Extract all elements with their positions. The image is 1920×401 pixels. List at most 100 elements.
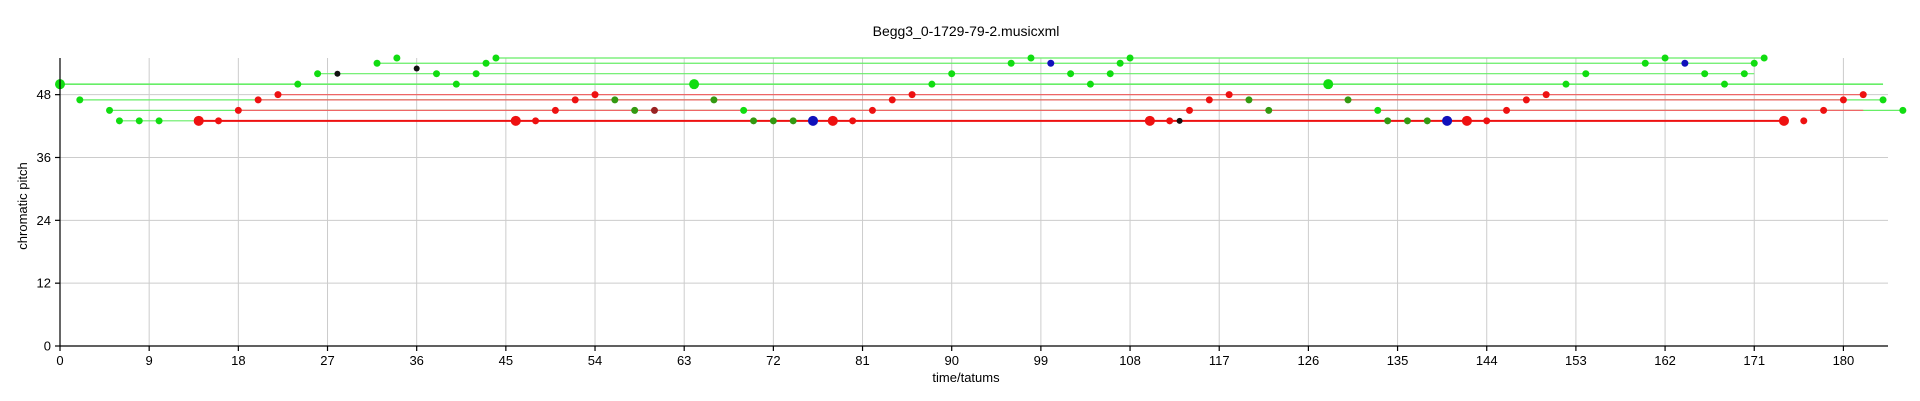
note-point: [1403, 117, 1411, 125]
note-point: [115, 117, 123, 125]
note-point: [1144, 115, 1155, 126]
note-point: [76, 96, 84, 104]
x-tick-label: 45: [499, 353, 513, 368]
note-point: [650, 106, 658, 114]
x-axis-label: time/tatums: [932, 370, 1000, 385]
note-point: [710, 96, 718, 104]
note-point: [689, 79, 700, 90]
note-point: [314, 70, 322, 78]
x-tick-label: 126: [1298, 353, 1320, 368]
x-tick-label: 9: [146, 353, 153, 368]
note-point: [373, 59, 381, 67]
note-point: [1740, 70, 1748, 78]
x-tick-label: 153: [1565, 353, 1587, 368]
note-point: [789, 117, 797, 125]
x-tick-label: 63: [677, 353, 691, 368]
x-tick-label: 135: [1387, 353, 1409, 368]
note-point: [1265, 106, 1273, 114]
note-point: [1879, 96, 1887, 104]
y-axis-label: chromatic pitch: [15, 162, 30, 249]
note-point: [1760, 54, 1768, 62]
y-tick-label: 36: [37, 150, 51, 165]
note-point: [1027, 54, 1035, 62]
chart-title: Begg3_0-1729-79-2.musicxml: [873, 23, 1060, 39]
note-point: [551, 106, 559, 114]
x-tick-label: 171: [1743, 353, 1765, 368]
grid-lines: [59, 58, 1888, 347]
note-point: [849, 117, 857, 125]
note-point: [413, 65, 420, 72]
note-point: [155, 117, 163, 125]
note-point: [1681, 59, 1689, 67]
note-point: [908, 91, 916, 99]
note-point: [1800, 117, 1808, 125]
note-point: [868, 106, 876, 114]
note-point: [1442, 115, 1453, 126]
note-point: [1778, 115, 1789, 126]
note-point: [888, 96, 896, 104]
note-point: [631, 106, 639, 114]
x-tick-label: 18: [231, 353, 245, 368]
x-tick-label: 180: [1833, 353, 1855, 368]
x-tick-label: 117: [1209, 353, 1230, 368]
note-point: [1641, 59, 1649, 67]
note-point: [769, 117, 777, 125]
note-point: [1344, 96, 1352, 104]
note-point: [1374, 106, 1382, 114]
x-tick-label: 162: [1654, 353, 1676, 368]
note-point: [274, 91, 282, 99]
note-point: [1503, 106, 1511, 114]
x-tick-label: 90: [944, 353, 958, 368]
note-point: [1384, 117, 1392, 125]
note-point: [1176, 117, 1183, 124]
x-tick-label: 27: [320, 353, 334, 368]
note-point: [254, 96, 262, 104]
note-duration-lines: [60, 57, 1903, 122]
note-point: [571, 96, 579, 104]
note-point: [294, 80, 302, 88]
note-point: [807, 115, 818, 126]
note-point: [482, 59, 490, 67]
note-point: [492, 54, 500, 62]
note-point: [1106, 70, 1114, 78]
note-point: [1859, 91, 1867, 99]
x-tick-label: 81: [855, 353, 869, 368]
note-point: [1820, 106, 1828, 114]
note-point: [234, 106, 242, 114]
note-point: [740, 106, 748, 114]
note-point: [1522, 96, 1530, 104]
note-point: [1086, 80, 1094, 88]
note-point: [591, 91, 599, 99]
note-point: [1166, 117, 1174, 125]
note-point: [948, 70, 956, 78]
note-point: [1067, 70, 1075, 78]
note-point: [432, 70, 440, 78]
note-point: [1423, 117, 1431, 125]
y-tick-label: 48: [37, 87, 51, 102]
note-point: [1899, 106, 1907, 114]
note-point: [1542, 91, 1550, 99]
note-point: [1116, 59, 1124, 67]
note-point: [106, 106, 114, 114]
note-markers: [55, 54, 1907, 126]
x-tick-label: 36: [409, 353, 423, 368]
note-point: [1750, 59, 1758, 67]
x-tick-label: 72: [766, 353, 780, 368]
note-point: [1205, 96, 1213, 104]
x-tick-label: 54: [588, 353, 602, 368]
note-point: [1701, 70, 1709, 78]
note-point: [135, 117, 143, 125]
note-point: [750, 117, 758, 125]
note-point: [1562, 80, 1570, 88]
x-tick-label: 0: [56, 353, 63, 368]
note-point: [334, 70, 341, 77]
note-point: [1839, 96, 1847, 104]
x-tick-label: 108: [1119, 353, 1141, 368]
y-tick-label: 24: [37, 213, 51, 228]
x-tick-label: 99: [1034, 353, 1048, 368]
note-point: [1225, 91, 1233, 99]
note-point: [532, 117, 540, 125]
note-point: [928, 80, 936, 88]
note-point: [1047, 59, 1055, 67]
